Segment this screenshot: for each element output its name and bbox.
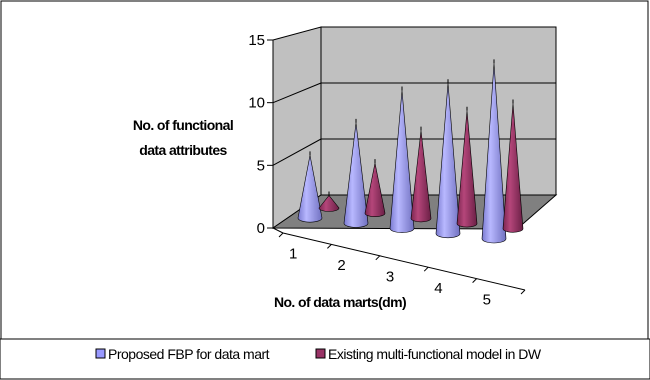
x-axis-line: [282, 232, 526, 291]
cone-s1-4: [502, 99, 524, 233]
cone-body: [343, 122, 369, 228]
cone-s0-3: [435, 79, 461, 239]
x-axis-corner: [272, 227, 284, 234]
gridline-side: [272, 138, 322, 166]
cone-s0-0: [297, 151, 323, 223]
y-tick-label: 5: [257, 157, 265, 174]
x-tick-mark: [278, 232, 284, 238]
x-axis-title: No. of data marts(dm): [274, 294, 406, 310]
cone-body: [456, 110, 478, 228]
gridline-side: [272, 82, 322, 104]
cone-s1-3: [456, 106, 478, 228]
legend-label-0: Proposed FBP for data mart: [108, 346, 270, 362]
legend-swatch-1: [315, 348, 326, 359]
cone-s0-2: [389, 86, 415, 233]
cone-body: [297, 155, 323, 223]
cone-body: [389, 90, 415, 233]
x-tick-label: 2: [337, 257, 345, 274]
x-tick-label: 3: [386, 269, 394, 286]
y-axis-ticks: 0 5 10 15: [248, 32, 273, 237]
cone-body: [481, 63, 507, 244]
cone-body: [435, 83, 461, 239]
x-tick-label: 5: [483, 291, 491, 308]
x-tick-label: 4: [434, 280, 442, 297]
y-tick-label: 15: [248, 32, 265, 49]
cone-s0-1: [343, 118, 369, 228]
cone-body: [364, 163, 386, 217]
x-tick-mark: [520, 289, 526, 295]
cone-s1-1: [364, 159, 386, 217]
cone-s0-4: [481, 59, 507, 244]
x-tick-label: 1: [289, 246, 297, 263]
cone-body: [502, 103, 524, 233]
y-tick-label: 10: [248, 95, 265, 112]
legend-box: [0, 338, 650, 380]
legend-swatch-0: [95, 348, 106, 359]
gridlines: [272, 82, 556, 166]
legend-label-1: Existing multi-functional model in DW: [328, 346, 542, 362]
x-tick-mark: [423, 266, 429, 272]
cone-body: [318, 194, 340, 212]
cone-s1-0: [318, 191, 340, 212]
cone-body: [410, 130, 432, 223]
cone-s1-2: [410, 126, 432, 223]
x-axis-ticks: 1 2 3 4 5: [272, 227, 526, 308]
y-tick-label: 0: [257, 220, 265, 237]
legend: Proposed FBP for data mart Existing mult…: [0, 338, 650, 380]
y-axis-title-line2: data attributes: [139, 142, 227, 158]
x-tick-mark: [327, 244, 332, 249]
cone-marks: [297, 59, 524, 244]
x-tick-mark: [472, 278, 477, 283]
y-axis-title-line1: No. of functional: [133, 117, 233, 133]
x-tick-mark: [375, 255, 381, 261]
